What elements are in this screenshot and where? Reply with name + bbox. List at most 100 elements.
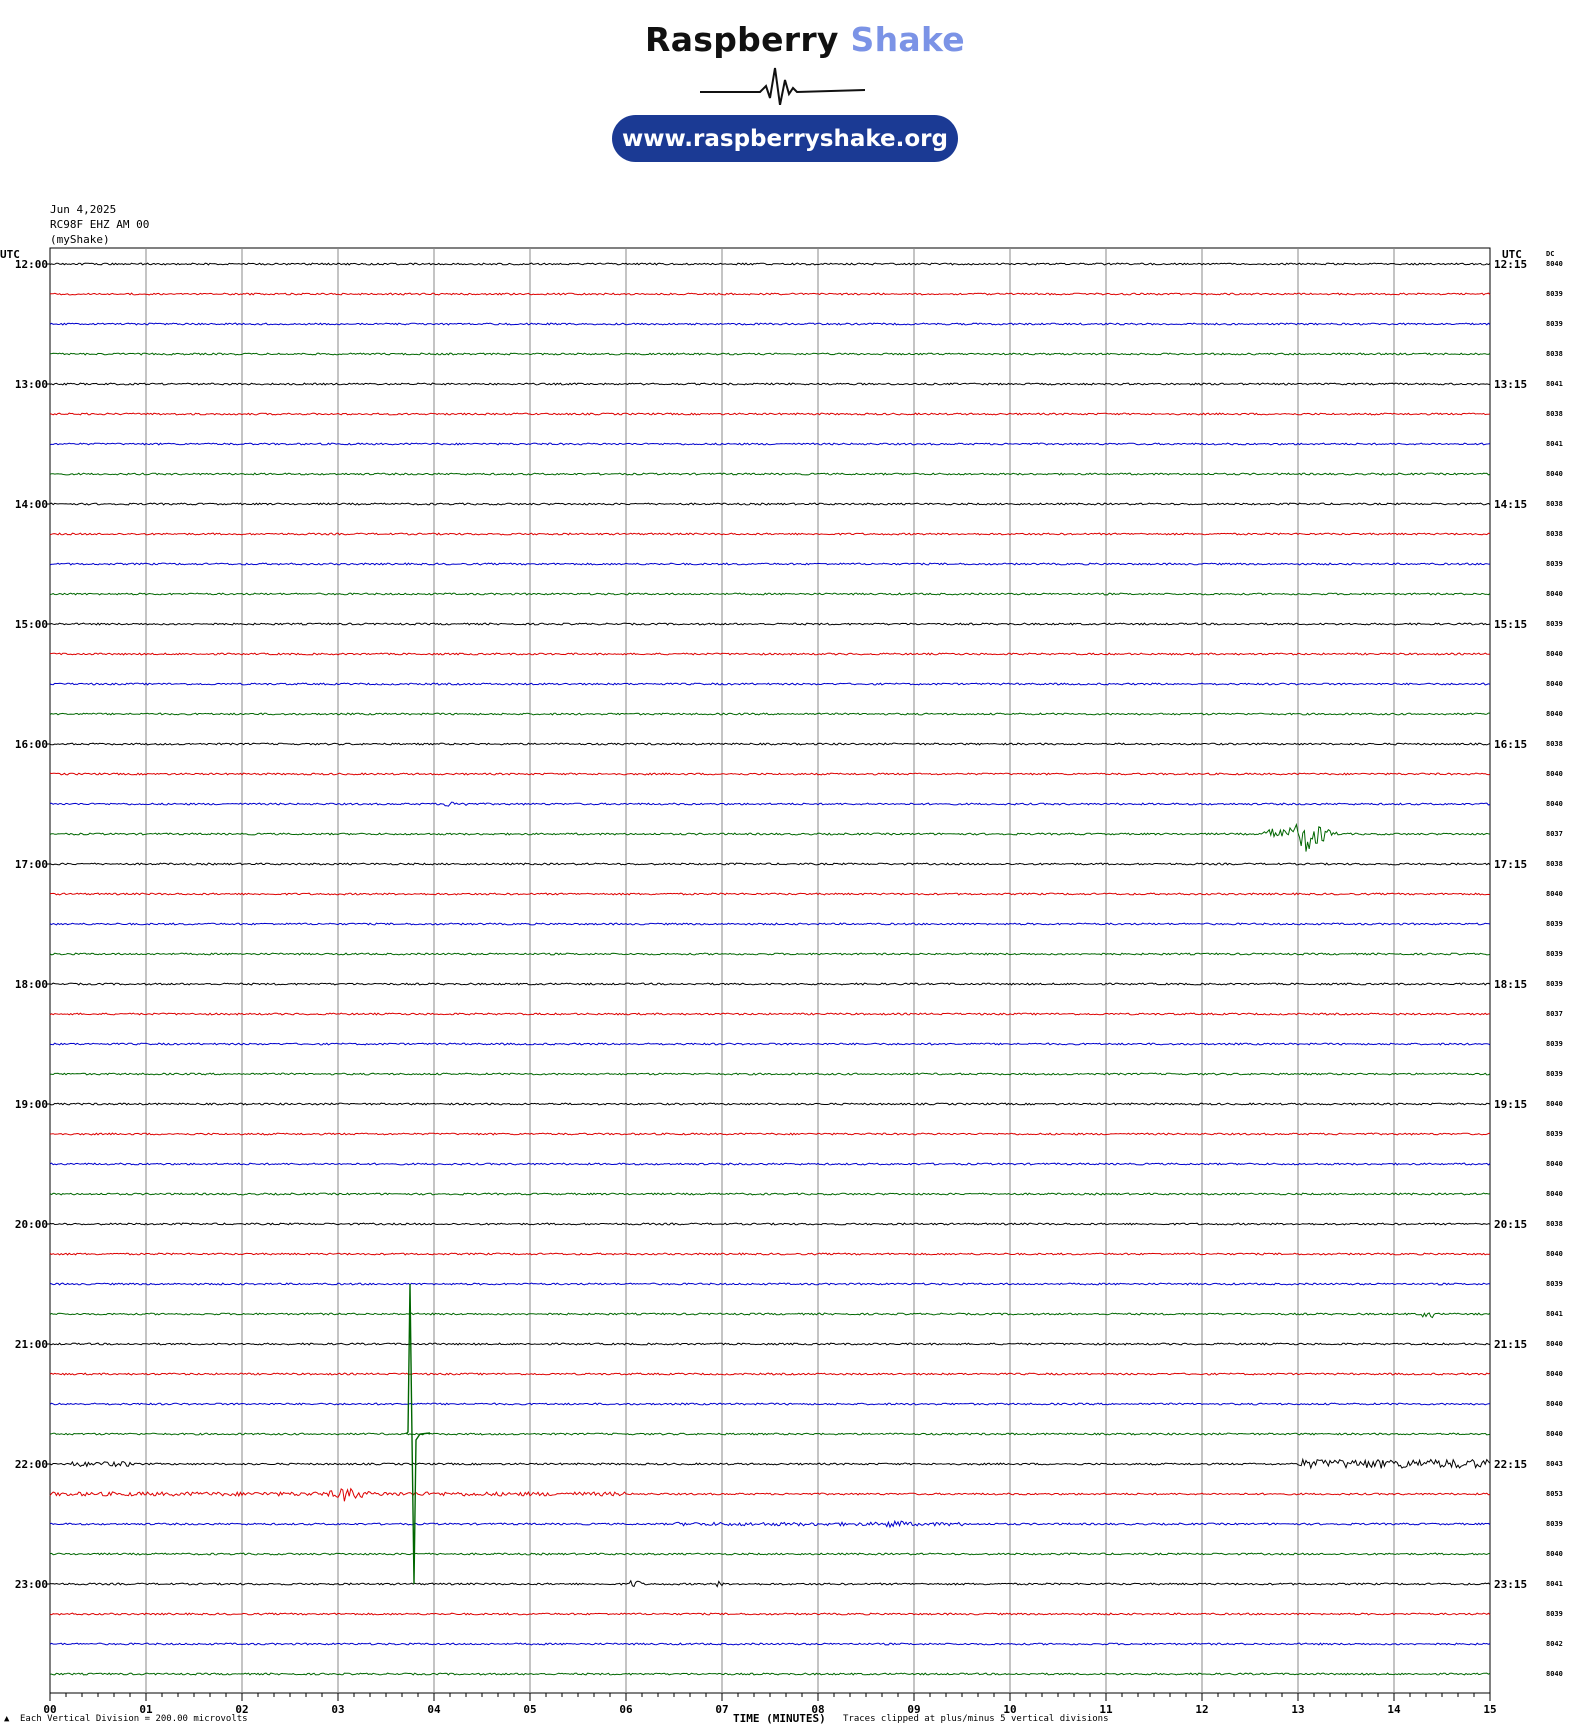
trace-line <box>49 622 1491 626</box>
trace-line <box>49 1042 1491 1046</box>
trace-line <box>49 982 1491 986</box>
trace-line <box>49 742 1491 746</box>
dc-offset-label: 8040 <box>1546 680 1563 688</box>
left-hour-label: 17:00 <box>15 858 48 871</box>
dc-offset-label: 8042 <box>1546 1640 1563 1648</box>
dc-offset-label: 8039 <box>1546 560 1563 568</box>
trace-line <box>49 822 1491 852</box>
dc-offset-label: 8040 <box>1546 590 1563 598</box>
dc-offset-label: 8040 <box>1546 770 1563 778</box>
dc-offset-label: 8040 <box>1546 890 1563 898</box>
left-hour-label: 14:00 <box>15 498 48 511</box>
dc-offset-label: 8040 <box>1546 1190 1563 1198</box>
dc-offset-label: 8040 <box>1546 1430 1563 1438</box>
x-tick-label: 10 <box>1003 1703 1016 1716</box>
trace-line <box>49 592 1491 596</box>
right-hour-label: 16:15 <box>1494 738 1527 751</box>
dc-offset-label: 8039 <box>1546 1610 1563 1618</box>
station-code: RC98F EHZ AM 00 <box>50 218 150 231</box>
dc-offset-label: 8040 <box>1546 1400 1563 1408</box>
dc-offset-label: 8040 <box>1546 1250 1563 1258</box>
right-hour-label: 20:15 <box>1494 1218 1527 1231</box>
dc-header: DC <box>1546 250 1554 258</box>
trace-line <box>50 1672 1491 1676</box>
dc-offset-label: 8039 <box>1546 1280 1563 1288</box>
left-hour-label: 13:00 <box>15 378 48 391</box>
dc-offset-label: 8040 <box>1546 260 1563 268</box>
x-tick-label: 11 <box>1099 1703 1113 1716</box>
record-date: Jun 4,2025 <box>50 203 117 216</box>
brand-name: Raspberry Shake <box>645 20 965 59</box>
right-hour-label: 19:15 <box>1494 1098 1527 1111</box>
right-hour-label: 15:15 <box>1494 618 1527 631</box>
right-hour-label: 13:15 <box>1494 378 1527 391</box>
clip-note: Traces clipped at plus/minus 5 vertical … <box>843 1714 1109 1724</box>
trace-line <box>49 562 1490 566</box>
trace-line <box>49 801 1491 807</box>
dc-offset-label: 8039 <box>1546 950 1563 958</box>
trace-line <box>49 1132 1491 1136</box>
dc-offset-label: 8040 <box>1546 1670 1563 1678</box>
x-tick-label: 04 <box>427 1703 441 1716</box>
trace-line <box>49 1162 1491 1166</box>
left-hour-label: 19:00 <box>15 1098 48 1111</box>
x-tick-label: 02 <box>235 1703 248 1716</box>
trace-line <box>49 922 1491 926</box>
trace-line <box>49 1222 1491 1226</box>
dc-offset-label: 8040 <box>1546 470 1563 478</box>
trace-line <box>49 1487 1491 1502</box>
x-axis-title: TIME (MINUTES) <box>733 1712 826 1725</box>
trace-line <box>49 652 1491 656</box>
network-name: (myShake) <box>50 233 110 246</box>
dc-offset-label: 8039 <box>1546 1520 1563 1528</box>
trace-line <box>49 1012 1490 1016</box>
right-hour-label: 21:15 <box>1494 1338 1527 1351</box>
dc-offset-label: 8037 <box>1546 830 1563 838</box>
dc-offset-label: 8041 <box>1546 1580 1563 1588</box>
dc-offset-label: 8038 <box>1546 410 1563 418</box>
right-hour-label: 17:15 <box>1494 858 1527 871</box>
trace-line <box>49 1457 1491 1470</box>
dc-offset-label: 8040 <box>1546 1550 1563 1558</box>
dc-offset-label: 8053 <box>1546 1490 1563 1498</box>
left-utc-title: UTC <box>0 248 20 261</box>
x-tick-label: 03 <box>331 1703 344 1716</box>
website-link[interactable]: www.raspberryshake.org <box>612 115 958 162</box>
x-tick-label: 15 <box>1483 1703 1496 1716</box>
trace-line <box>49 292 1491 296</box>
right-hour-label: 22:15 <box>1494 1458 1527 1471</box>
dc-offset-label: 8039 <box>1546 620 1563 628</box>
trace-line <box>49 322 1491 326</box>
raspberry-shake-logo: Raspberry Shake www.raspberryshake.org <box>600 20 980 170</box>
right-utc-title: UTC <box>1502 248 1522 261</box>
x-tick-label: 06 <box>619 1703 633 1716</box>
scale-note-icon: ▲ <box>4 1714 10 1724</box>
trace-line <box>49 1519 1491 1529</box>
dc-offset-label: 8038 <box>1546 740 1563 748</box>
dc-offset-label: 8040 <box>1546 650 1563 658</box>
trace-line <box>49 1402 1490 1406</box>
trace-line <box>49 682 1491 686</box>
trace-line <box>49 1612 1491 1616</box>
dc-offset-label: 8038 <box>1546 1220 1563 1228</box>
dc-offset-label: 8040 <box>1546 710 1563 718</box>
dc-offset-label: 8043 <box>1546 1460 1563 1468</box>
trace-line <box>49 382 1491 386</box>
trace-line <box>49 1072 1491 1076</box>
trace-line <box>49 1102 1491 1106</box>
dc-offset-label: 8038 <box>1546 500 1563 508</box>
x-tick-label: 09 <box>907 1703 920 1716</box>
trace-line <box>49 892 1491 896</box>
trace-line <box>49 952 1491 956</box>
trace-line <box>49 442 1491 446</box>
dc-offset-label: 8039 <box>1546 920 1563 928</box>
clipped-spike-line <box>405 1283 431 1585</box>
trace-line <box>49 712 1490 716</box>
trace-line <box>49 532 1491 536</box>
x-tick-label: 00 <box>43 1703 56 1716</box>
x-tick-label: 14 <box>1387 1703 1401 1716</box>
dc-offset-label: 8040 <box>1546 1160 1563 1168</box>
x-tick-label: 01 <box>139 1703 153 1716</box>
trace-line <box>49 862 1491 866</box>
